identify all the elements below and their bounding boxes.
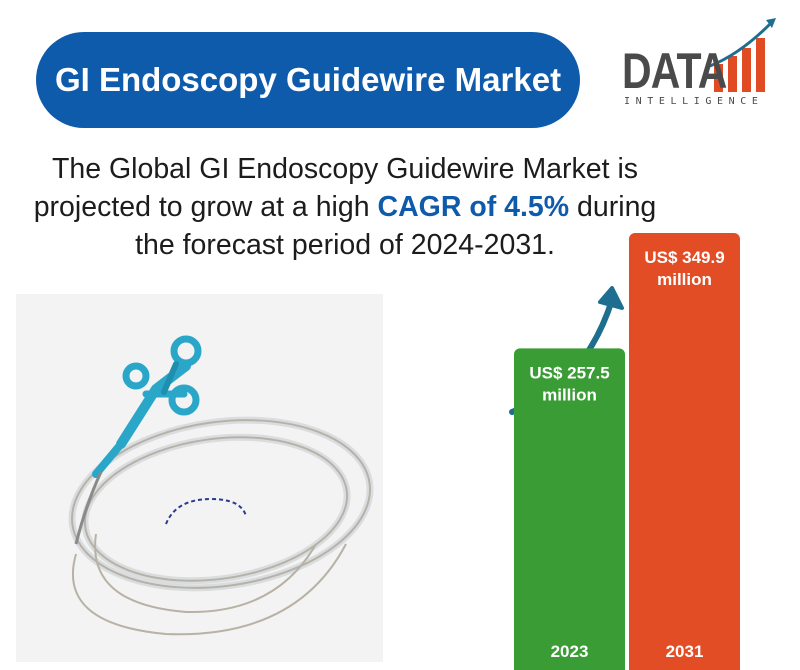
headline-line1: The Global GI Endoscopy Guidewire Market… xyxy=(51,153,639,185)
headline: The Global GI Endoscopy Guidewire Market… xyxy=(0,150,690,264)
category-label-2031: 2031 xyxy=(666,642,704,661)
data-label-2031-2: million xyxy=(657,270,712,289)
data-label-2031-1: US$ 349.9 xyxy=(644,248,724,267)
headline-line2b: during xyxy=(569,191,657,223)
logo: DATA INTELLIGENCE xyxy=(610,14,786,114)
growth-arrow-head xyxy=(598,286,624,310)
bar-2031 xyxy=(629,233,740,670)
title-banner: GI Endoscopy Guidewire Market xyxy=(36,32,580,128)
data-label-2023-2: million xyxy=(542,385,597,404)
page-title: GI Endoscopy Guidewire Market xyxy=(54,61,562,98)
cagr-highlight: CAGR of 4.5% xyxy=(377,191,570,223)
product-photo xyxy=(16,294,383,662)
headline-line3: the forecast period of 2024-2031. xyxy=(135,229,555,261)
headline-line2a: projected to grow at a high xyxy=(33,191,378,223)
data-label-2023-1: US$ 257.5 xyxy=(529,363,609,382)
bar-2023 xyxy=(514,348,625,670)
logo-bars-icon xyxy=(709,18,776,92)
guidewire-product-image xyxy=(68,335,374,636)
logo-subtitle: INTELLIGENCE xyxy=(624,96,764,107)
logo-word: DATA xyxy=(622,43,727,99)
category-label-2023: 2023 xyxy=(551,642,589,661)
